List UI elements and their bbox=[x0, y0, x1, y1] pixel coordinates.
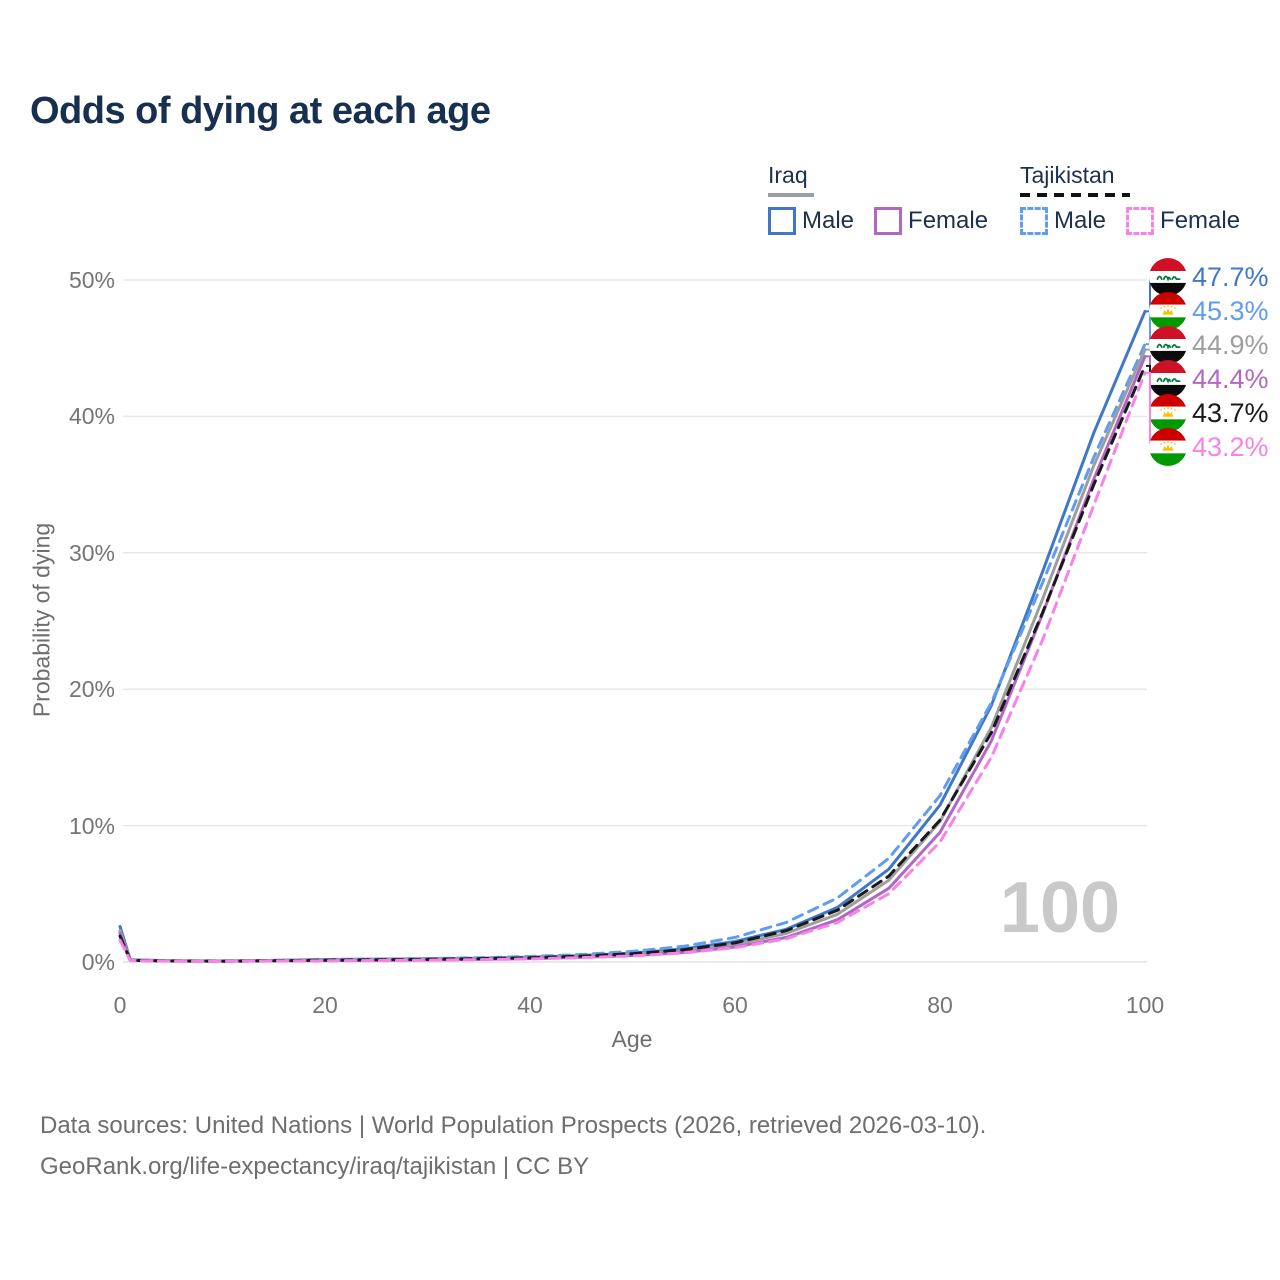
legend-swatch-iraq-female[interactable] bbox=[874, 207, 903, 235]
legend-country-tajikistan: Tajikistan bbox=[1020, 162, 1115, 188]
x-tick-100: 100 bbox=[1125, 992, 1165, 1018]
tajikistan-flag-icon bbox=[1149, 292, 1187, 330]
x-axis-title: Age bbox=[611, 1026, 653, 1052]
legend-swatch-iraq-male[interactable] bbox=[768, 207, 796, 235]
footer-attribution: GeoRank.org/life-expectancy/iraq/tajikis… bbox=[40, 1152, 590, 1180]
iraq-flag-icon bbox=[1149, 258, 1187, 296]
series-lines bbox=[118, 309, 1147, 963]
legend-label-iraq-male[interactable]: Male bbox=[802, 207, 855, 234]
y-tick-40: 40% bbox=[68, 403, 115, 429]
iraq-flag-icon bbox=[1149, 326, 1187, 364]
legend-swatch-tajikistan-female[interactable] bbox=[1126, 207, 1155, 235]
legend-label-tajikistan-female[interactable]: Female bbox=[1160, 207, 1241, 234]
legend-underline-iraq bbox=[768, 193, 814, 197]
legend-item-iraq-female[interactable]: Female bbox=[874, 207, 988, 235]
legend-underline-tajikistan bbox=[1020, 193, 1130, 197]
legend-swatch-tajikistan-male[interactable] bbox=[1020, 207, 1048, 235]
legend-item-tajikistan-female[interactable]: Female bbox=[1126, 207, 1240, 235]
footer: Data sources: United Nations | World Pop… bbox=[40, 1106, 986, 1188]
end-label-tajikistan-both: 43.7% bbox=[1192, 398, 1269, 428]
legend-group-tajikistan: Tajikistan Male Female bbox=[1020, 162, 1240, 235]
gridlines bbox=[123, 279, 1147, 963]
legend-label-tajikistan-male[interactable]: Male bbox=[1054, 207, 1107, 234]
end-label-iraq-female: 44.4% bbox=[1192, 364, 1269, 394]
tajikistan-flag-icon bbox=[1149, 428, 1187, 466]
legend-item-iraq-male[interactable]: Male bbox=[768, 207, 854, 235]
legend-label-iraq-female[interactable]: Female bbox=[908, 207, 989, 234]
series-line-iraq-female bbox=[118, 354, 1147, 963]
x-tick-20: 20 bbox=[312, 992, 338, 1018]
y-tick-50: 50% bbox=[68, 267, 115, 293]
end-label-tajikistan-female: 43.2% bbox=[1192, 432, 1269, 462]
y-tick-30: 30% bbox=[68, 540, 115, 566]
series-line-tajikistan-female bbox=[118, 371, 1147, 963]
end-label-tajikistan-male: 45.3% bbox=[1192, 296, 1269, 326]
series-line-tajikistan-male bbox=[118, 342, 1147, 963]
legend-item-tajikistan-male[interactable]: Male bbox=[1020, 207, 1106, 235]
x-tick-80: 80 bbox=[927, 992, 953, 1018]
series-line-iraq-both bbox=[118, 348, 1147, 963]
series-line-tajikistan-both bbox=[118, 364, 1147, 963]
tajikistan-flag-icon bbox=[1149, 394, 1187, 432]
footer-sources: Data sources: United Nations | World Pop… bbox=[40, 1112, 987, 1139]
series-line-iraq-male bbox=[118, 309, 1147, 963]
y-tick-0: 0% bbox=[81, 949, 115, 975]
end-label-iraq-both: 44.9% bbox=[1192, 330, 1269, 360]
age-watermark: 100 bbox=[999, 868, 1121, 948]
legend-country-iraq: Iraq bbox=[768, 162, 808, 188]
x-tick-60: 60 bbox=[722, 992, 748, 1018]
chart-title: Odds of dying at each age bbox=[30, 90, 491, 132]
y-tick-20: 20% bbox=[68, 676, 115, 702]
end-label-iraq-male: 47.7% bbox=[1192, 262, 1269, 292]
end-labels: 47.7% 45.3% 44.9% 44.4% 43.7% 43.2% bbox=[1146, 258, 1269, 466]
x-tick-0: 0 bbox=[113, 992, 127, 1018]
y-tick-10: 10% bbox=[68, 813, 115, 839]
x-tick-40: 40 bbox=[517, 992, 543, 1018]
iraq-flag-icon bbox=[1149, 360, 1187, 398]
legend-group-iraq: Iraq Male Female bbox=[768, 162, 988, 235]
